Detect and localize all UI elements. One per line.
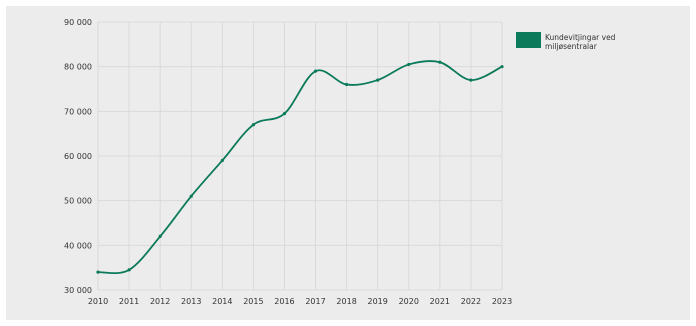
grid-lines (97, 21, 503, 291)
y-tick-label: 70 000 (64, 107, 92, 116)
x-tick-label: 2015 (243, 297, 263, 306)
y-tick-label: 60 000 (64, 152, 92, 161)
x-tick-label: 2023 (492, 297, 512, 306)
x-tick-label: 2011 (119, 297, 139, 306)
data-point (282, 111, 287, 116)
data-point (127, 268, 131, 272)
y-axis-tick-labels: 30 000 40 000 50 000 60 000 70 000 80 000 90 0… (64, 18, 92, 295)
x-tick-label: 2012 (150, 297, 170, 306)
x-tick-label: 2013 (181, 297, 201, 306)
data-point (220, 158, 224, 163)
x-tick-label: 2022 (461, 297, 481, 306)
data-point (438, 60, 442, 64)
x-tick-label: 2019 (368, 297, 388, 306)
x-tick-label: 2016 (274, 297, 294, 306)
data-point (345, 82, 349, 87)
data-point (96, 270, 100, 274)
x-tick-label: 2020 (399, 297, 419, 306)
x-tick-label: 2010 (88, 297, 108, 306)
legend-label: Kundevitjingar ved miljøsentralar (545, 33, 616, 51)
data-point (376, 78, 380, 82)
y-tick-label: 30 000 (64, 286, 92, 295)
x-tick-label: 2018 (336, 297, 356, 306)
chart-card (6, 6, 690, 320)
data-point (500, 65, 504, 69)
data-point (158, 234, 162, 238)
data-point (251, 123, 255, 127)
data-point (189, 194, 193, 198)
data-point (407, 62, 411, 67)
series-layer (96, 60, 504, 275)
x-tick-label: 2021 (430, 297, 450, 306)
legend-swatch (516, 32, 541, 48)
y-tick-label: 40 000 (64, 241, 92, 250)
x-tick-label: 2014 (212, 297, 232, 306)
series-line (97, 60, 503, 275)
data-point (469, 78, 473, 82)
y-tick-label: 50 000 (64, 197, 92, 206)
data-point (313, 69, 318, 73)
x-axis-tick-labels: 2010 2011 2012 2013 2014 2015 2016 2017 2018 2019… (88, 297, 512, 306)
x-tick-label: 2017 (305, 297, 325, 306)
y-tick-label: 90 000 (64, 18, 92, 27)
legend: Kundevitjingar ved miljøsentralar (516, 32, 666, 51)
y-tick-label: 80 000 (64, 63, 92, 72)
